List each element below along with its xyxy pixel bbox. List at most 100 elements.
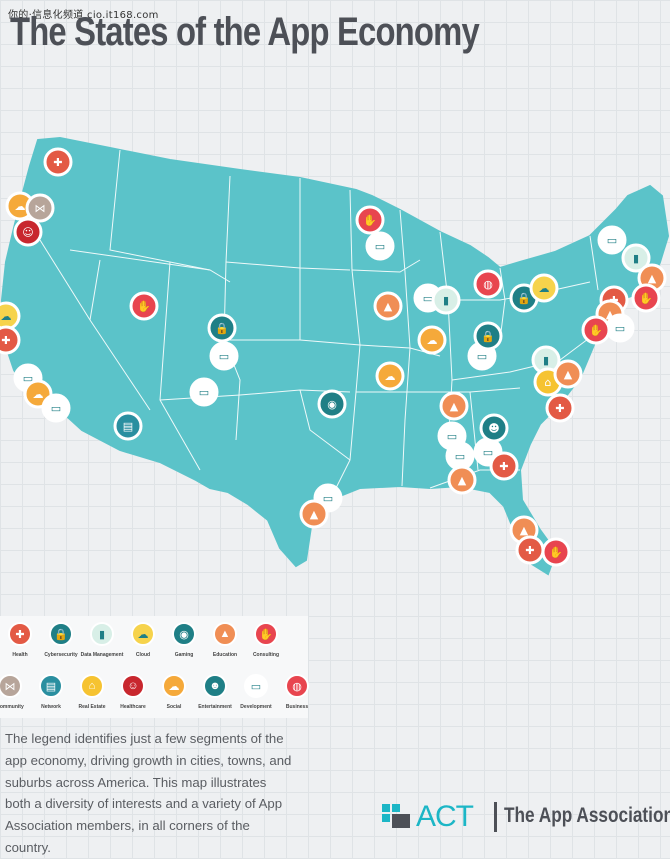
svg-text:▤: ▤: [123, 420, 133, 433]
svg-text:☁: ☁: [539, 282, 550, 295]
cloud-map-pin: ☁: [529, 273, 559, 303]
legend-label: Gaming: [174, 652, 194, 658]
svg-text:▮: ▮: [633, 252, 639, 265]
svg-text:▭: ▭: [455, 450, 465, 463]
legend-label: Consulting: [252, 652, 280, 658]
legend-item-business: ◍ Business: [275, 674, 319, 710]
legend-item-cloud: ☁ Cloud: [121, 622, 165, 658]
legend-panel: ✚ Health 🔒 Cybersecurity ▮ Data Management ☁ Cl…: [0, 616, 309, 718]
svg-text:▭: ▭: [23, 372, 33, 385]
svg-text:☁: ☁: [33, 388, 44, 401]
monitor-code-map-pin: ▭: [597, 225, 627, 255]
svg-text:▭: ▭: [477, 350, 487, 363]
svg-text:☁: ☁: [427, 334, 438, 347]
svg-text:▲: ▲: [648, 272, 657, 285]
svg-text:✚: ✚: [525, 544, 534, 557]
gamepad-map-pin: ◉: [317, 389, 347, 419]
svg-text:🔒: 🔒: [215, 322, 229, 335]
lock-map-pin: 🔒: [473, 321, 503, 351]
legend-item-healthcare: ☺ Healthcare: [111, 674, 155, 710]
legend-item-network: ▤ Network: [29, 674, 73, 710]
legend-label: Cloud: [135, 652, 151, 658]
legend-label: Health: [12, 652, 28, 658]
svg-text:▭: ▭: [615, 322, 625, 335]
grad-cap-map-pin: ▲: [553, 359, 583, 389]
share-map-pin: ⋈: [25, 193, 55, 223]
data-bars-icon: ▮: [90, 622, 114, 646]
lock-map-pin: 🔒: [207, 313, 237, 343]
svg-text:☺: ☺: [22, 226, 33, 239]
legend-label: Real Estate: [78, 704, 106, 710]
svg-text:✋: ✋: [589, 324, 603, 337]
social-icon: ☁: [162, 674, 186, 698]
svg-text:▭: ▭: [447, 430, 457, 443]
monitor-code-icon: ▭: [244, 674, 268, 698]
svg-text:▲: ▲: [450, 400, 459, 413]
globe-map-pin: ◍: [473, 269, 503, 299]
data-bars-map-pin: ▮: [431, 285, 461, 315]
monitor-code-map-pin: ▭: [365, 231, 395, 261]
svg-text:▲: ▲: [520, 524, 529, 537]
svg-text:▮: ▮: [443, 294, 449, 307]
legend-label: Education: [212, 652, 238, 658]
legend-label: Healthcare: [120, 704, 146, 710]
house-icon: ⌂: [80, 674, 104, 698]
svg-text:▲: ▲: [458, 474, 467, 487]
svg-text:🔒: 🔒: [517, 292, 531, 305]
legend-item-development: ▭ Development: [234, 674, 278, 710]
monitor-code-map-pin: ▭: [41, 393, 71, 423]
legend-item-cybersecurity: 🔒 Cybersecurity: [39, 622, 83, 658]
health-map-pin: ✚: [43, 147, 73, 177]
handshake-map-pin: ✋: [631, 283, 661, 313]
svg-text:☻: ☻: [488, 422, 499, 435]
legend-label: Social: [166, 704, 182, 710]
legend-item-education: ▲ Education: [203, 622, 247, 658]
monitor-code-map-pin: ▭: [605, 313, 635, 343]
social-map-pin: ☁: [417, 325, 447, 355]
server-map-pin: ▤: [113, 411, 143, 441]
svg-text:✚: ✚: [53, 156, 62, 169]
svg-text:▲: ▲: [606, 308, 615, 321]
page-title: The States of the App Economy: [10, 10, 480, 54]
svg-text:🔒: 🔒: [481, 330, 495, 343]
health-map-pin: ✚: [489, 451, 519, 481]
svg-text:▭: ▭: [607, 234, 617, 247]
cloud-icon: ☁: [131, 622, 155, 646]
svg-text:⋈: ⋈: [35, 202, 46, 215]
legend-item-consulting: ✋ Consulting: [244, 622, 288, 658]
mask-icon: ☻: [203, 674, 227, 698]
svg-text:✚: ✚: [499, 460, 508, 473]
grad-cap-map-pin: ▲: [447, 465, 477, 495]
svg-text:▮: ▮: [543, 354, 549, 367]
monitor-code-map-pin: ▭: [209, 341, 239, 371]
legend-label: Cybersecurity: [44, 652, 78, 658]
social-map-pin: ☁: [375, 361, 405, 391]
svg-text:▲: ▲: [384, 300, 393, 313]
grad-cap-map-pin: ▲: [299, 499, 329, 529]
grad-cap-map-pin: ▲: [439, 391, 469, 421]
svg-text:✚: ✚: [555, 402, 564, 415]
svg-text:▭: ▭: [219, 350, 229, 363]
server-icon: ▤: [39, 674, 63, 698]
app-association-text: The App Association: [504, 804, 670, 827]
us-map: ✚☁ ⋈☺☁✚▭☁▭✋🔒▭▭▤◉✋▭▲▭ ▮☁☁▭🔒◍🔒☁▲▭▭ ▭☻✚▲▮⌂▲✚▭▮…: [0, 136, 670, 576]
legend-item-data-management: ▮ Data Management: [80, 622, 124, 658]
monitor-code-map-pin: ▭: [189, 377, 219, 407]
legend-label: Development: [240, 704, 272, 710]
lock-icon: 🔒: [49, 622, 73, 646]
svg-text:☁: ☁: [385, 370, 396, 383]
legend-item-gaming: ◉ Gaming: [162, 622, 206, 658]
mask-map-pin: ☻: [479, 413, 509, 443]
legend-item-entertainment: ☻ Entertainment: [193, 674, 237, 710]
legend-label: Network: [41, 704, 61, 710]
handshake-map-pin: ✋: [129, 291, 159, 321]
svg-text:▭: ▭: [51, 402, 61, 415]
health-map-pin: ✚: [0, 325, 21, 355]
svg-text:▭: ▭: [483, 446, 493, 459]
svg-text:⌂: ⌂: [545, 376, 552, 389]
svg-text:◍: ◍: [483, 278, 493, 291]
data-bars-map-pin: ▮: [621, 243, 651, 273]
person-icon: ☺: [121, 674, 145, 698]
svg-text:▭: ▭: [423, 292, 433, 305]
svg-text:☁: ☁: [15, 200, 26, 213]
